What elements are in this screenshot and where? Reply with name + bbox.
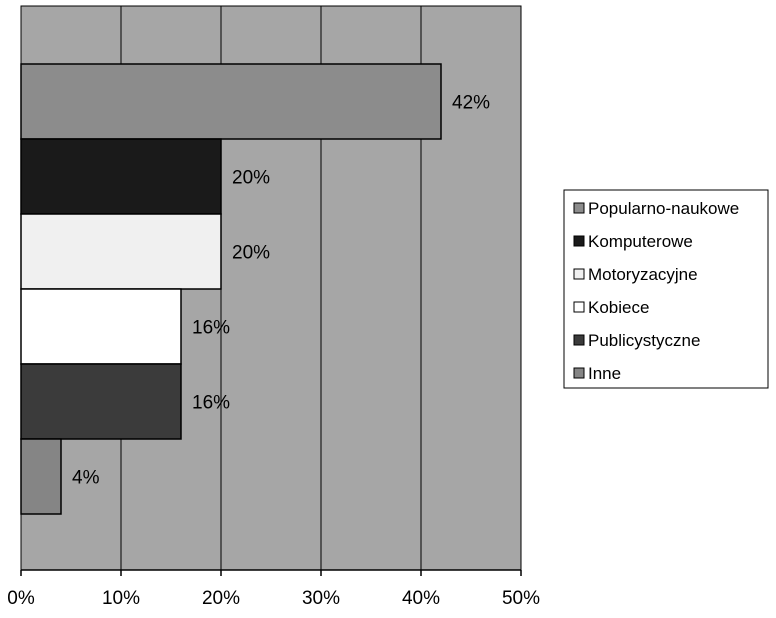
legend-swatch-popularno-naukowe — [573, 202, 585, 214]
legend-label-komputerowe: Komputerowe — [588, 232, 693, 251]
legend-label-motoryzacyjne: Motoryzacyjne — [588, 265, 698, 284]
legend-label-popularno-naukowe: Popularno-naukowe — [588, 199, 739, 218]
x-tick-label-50: 50% — [502, 588, 540, 609]
legend-label-inne: Inne — [588, 364, 621, 383]
bar-kobiece — [20, 288, 182, 365]
bar-motoryzacyjne — [20, 213, 222, 290]
legend-swatch-komputerowe — [573, 235, 585, 247]
x-tick-label-10: 10% — [102, 588, 140, 609]
x-axis: 0% 10% 20% 30% 40% 50% — [7, 569, 540, 609]
legend-swatch-motoryzacyjne — [573, 268, 585, 280]
data-label-publicystyczne: 16% — [192, 393, 230, 414]
bars — [20, 63, 442, 515]
legend-swatch-inne — [573, 367, 585, 379]
x-tick-label-20: 20% — [202, 588, 240, 609]
legend-swatch-publicystyczne — [573, 334, 585, 346]
data-label-kobiece: 16% — [192, 318, 230, 339]
x-tick-label-40: 40% — [402, 588, 440, 609]
x-tick-label-30: 30% — [302, 588, 340, 609]
data-label-motoryzacyjne: 20% — [232, 243, 270, 264]
bar-inne — [20, 438, 62, 515]
bar-publicystyczne — [20, 363, 182, 440]
data-label-komputerowe: 20% — [232, 168, 270, 189]
data-label-inne: 4% — [72, 468, 100, 489]
data-labels: 42% 20% 20% 16% 16% 4% — [72, 93, 490, 489]
legend-label-kobiece: Kobiece — [588, 298, 649, 317]
x-tick-label-0: 0% — [7, 588, 35, 609]
bar-komputerowe — [20, 138, 222, 215]
legend-label-publicystyczne: Publicystyczne — [588, 331, 700, 350]
bar-popularno-naukowe — [20, 63, 442, 140]
legend-swatch-kobiece — [573, 301, 585, 313]
data-label-popularno-naukowe: 42% — [452, 93, 490, 114]
legend-box — [563, 189, 769, 389]
legend: Popularno-naukowe Komputerowe Motoryzacyjn… — [563, 189, 769, 389]
